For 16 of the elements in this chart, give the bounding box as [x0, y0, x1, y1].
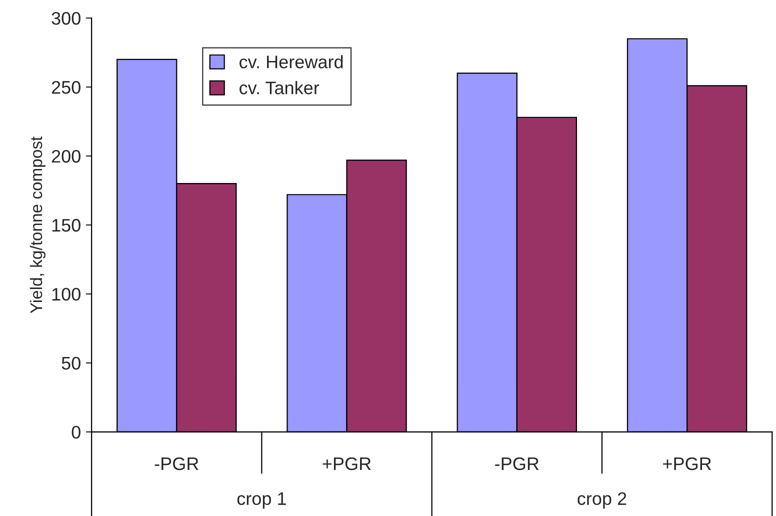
- y-tick-label: 50: [62, 356, 80, 370]
- legend-label: cv. Tanker: [240, 81, 320, 94]
- y-axis-title: Yield, kg/tonne compost: [30, 136, 46, 314]
- legend-label: cv. Hereward: [240, 55, 343, 68]
- text: crop 1: [237, 492, 286, 509]
- x-tick-label: -PGR: [154, 457, 198, 470]
- y-tick-label: 250: [52, 80, 80, 94]
- y-tick-label: 0: [72, 426, 80, 439]
- x-tick-label: -PGR: [495, 457, 539, 470]
- x-tick-label: +PGR: [322, 457, 371, 470]
- y-tick-label: 200: [52, 150, 80, 163]
- text: crop 2: [578, 492, 626, 509]
- y-tick-label: 300: [52, 12, 80, 25]
- y-tick-label: 150: [52, 218, 80, 232]
- y-tick-label: 100: [52, 288, 80, 301]
- x-tick-label: +PGR: [663, 457, 712, 470]
